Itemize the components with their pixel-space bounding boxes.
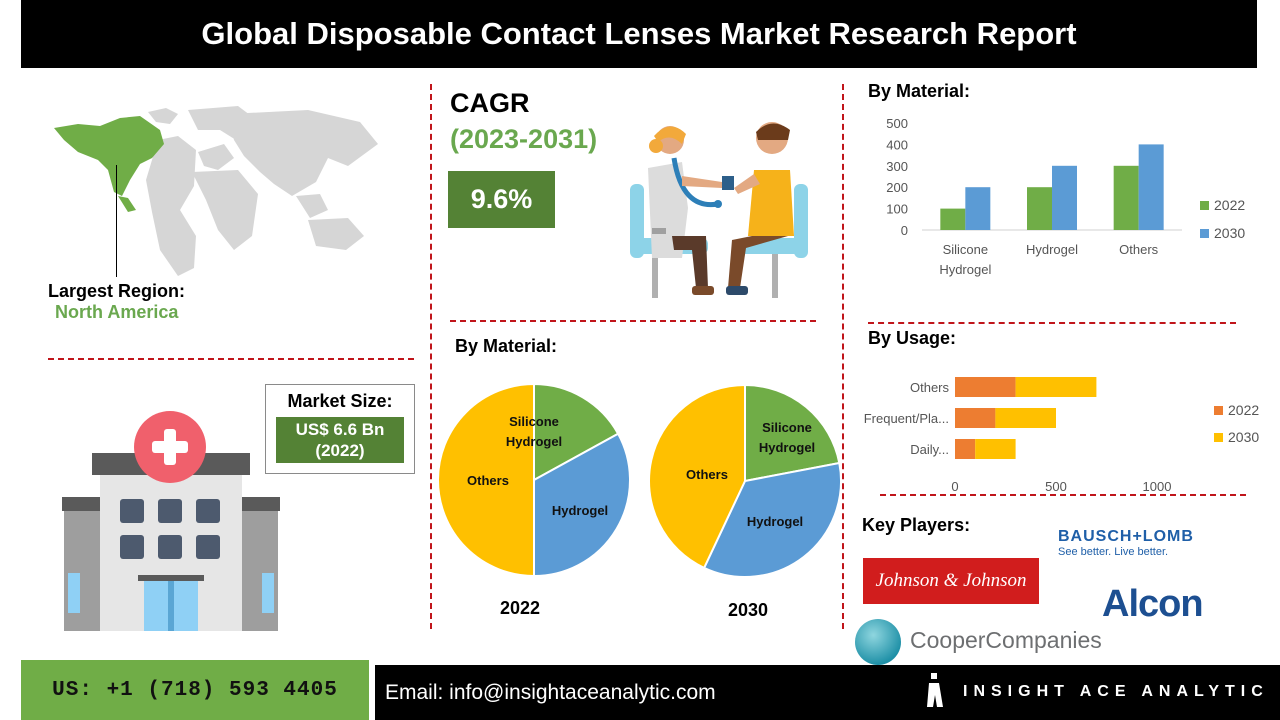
usage-legend-label: 2022 bbox=[1228, 402, 1259, 418]
usage-bar bbox=[975, 439, 1016, 459]
divider-right bbox=[842, 84, 844, 629]
usage-bar-chart: Others Frequent/Pla... Daily... 0 500 1000 202… bbox=[864, 377, 1259, 494]
footer-phone[interactable]: US: +1 (718) 593 4405 bbox=[52, 678, 338, 702]
material-ytick: 300 bbox=[886, 159, 908, 174]
title-bar: Global Disposable Contact Lenses Market … bbox=[21, 0, 1257, 68]
usage-bar bbox=[955, 439, 976, 459]
cooper-logo-text: CooperCompanies bbox=[910, 627, 1102, 653]
brand-logo-icon bbox=[927, 673, 943, 707]
largest-region-value: North America bbox=[55, 302, 179, 322]
jnj-logo-text: Johnson & Johnson bbox=[875, 570, 1027, 591]
pie-2030-label-silicone-1: Silicone bbox=[762, 420, 812, 435]
usage-chart-heading: By Usage: bbox=[868, 328, 957, 348]
cagr-period: (2023-2031) bbox=[450, 124, 598, 154]
divider-left bbox=[430, 84, 432, 629]
usage-bar bbox=[1015, 377, 1097, 397]
largest-region-label: Largest Region: bbox=[48, 281, 186, 301]
divider-cagr bbox=[450, 320, 816, 322]
material-bar bbox=[1052, 165, 1077, 230]
material-legend-label: 2030 bbox=[1214, 225, 1245, 241]
usage-category-label: Daily... bbox=[910, 442, 949, 457]
material-ytick: 100 bbox=[886, 202, 908, 217]
region-pointer-line bbox=[116, 165, 117, 277]
material-ytick: 400 bbox=[886, 137, 908, 152]
footer-brand: INSIGHT ACE ANALYTIC bbox=[963, 683, 1269, 700]
pie-2022-label-hydrogel: Hydrogel bbox=[552, 503, 608, 518]
material-bar bbox=[1027, 187, 1052, 230]
material-category-label: Hydrogel bbox=[1026, 242, 1078, 257]
pie-2030-label-silicone-2: Hydrogel bbox=[759, 440, 815, 455]
material-category-label: Others bbox=[1119, 242, 1159, 257]
usage-legend-label: 2030 bbox=[1228, 429, 1259, 445]
pie-2022-year: 2022 bbox=[500, 598, 541, 618]
material-legend-swatch bbox=[1200, 201, 1209, 210]
material-category-label: Hydrogel bbox=[939, 262, 991, 277]
divider-usage bbox=[880, 494, 1246, 496]
pie-2022-label-others: Others bbox=[467, 473, 509, 488]
usage-bar bbox=[995, 408, 1056, 428]
pie-slice bbox=[648, 383, 746, 570]
cagr-label: CAGR bbox=[450, 88, 530, 118]
pie-slice bbox=[437, 382, 535, 578]
material-ytick: 200 bbox=[886, 180, 908, 195]
market-size-box: Market Size: US$ 6.6 Bn (2022) bbox=[265, 384, 415, 474]
material-bar bbox=[965, 187, 991, 230]
key-players-heading: Key Players: bbox=[862, 515, 971, 535]
pie-slice bbox=[744, 383, 841, 483]
material-category-label: Silicone bbox=[943, 242, 989, 257]
pie-slice bbox=[533, 382, 620, 482]
usage-category-label: Others bbox=[910, 380, 950, 395]
footer-phone-box: US: +1 (718) 593 4405 bbox=[21, 660, 369, 720]
cooper-globe-icon bbox=[855, 619, 901, 665]
usage-category-label: Frequent/Pla... bbox=[864, 411, 949, 426]
usage-legend-swatch bbox=[1214, 406, 1223, 415]
material-ytick: 500 bbox=[886, 116, 908, 131]
hospital-icon bbox=[62, 411, 280, 631]
cagr-value-box: 9.6% bbox=[448, 171, 555, 228]
market-size-label: Market Size: bbox=[287, 391, 393, 411]
footer-bar: Email: info@insightaceanalytic.com INSIG… bbox=[375, 665, 1280, 720]
alcon-logo: Alcon bbox=[1102, 583, 1204, 625]
jnj-logo: Johnson & Johnson bbox=[863, 558, 1039, 604]
material-bar bbox=[1138, 144, 1164, 230]
page-title: Global Disposable Contact Lenses Market … bbox=[201, 16, 1077, 51]
pie-2030-label-others: Others bbox=[686, 467, 728, 482]
material-legend-label: 2022 bbox=[1214, 197, 1245, 213]
usage-xtick: 1000 bbox=[1143, 479, 1172, 494]
pie-2030-year: 2030 bbox=[728, 600, 769, 620]
material-bar bbox=[940, 208, 966, 230]
usage-bar bbox=[955, 408, 996, 428]
world-map bbox=[54, 106, 378, 276]
market-size-year: (2022) bbox=[315, 441, 365, 460]
bausch-lomb-logo: BAUSCH+LOMB See better. Live better. bbox=[1058, 528, 1194, 558]
cooper-logo: CooperCompanies bbox=[850, 616, 1102, 666]
material-legend-swatch bbox=[1200, 229, 1209, 238]
pie-slice bbox=[533, 432, 631, 578]
pie-2022-label-silicone-2: Hydrogel bbox=[506, 434, 562, 449]
bausch-lomb-tagline: See better. Live better. bbox=[1058, 546, 1169, 558]
divider-material bbox=[868, 322, 1236, 324]
pie-heading: By Material: bbox=[455, 336, 558, 356]
market-size-value: US$ 6.6 Bn bbox=[295, 420, 385, 439]
cagr-value: 9.6% bbox=[470, 184, 533, 214]
usage-xtick: 500 bbox=[1045, 479, 1067, 494]
material-bar bbox=[1113, 165, 1139, 230]
pie-2022-label-silicone-1: Silicone bbox=[509, 414, 559, 429]
bausch-lomb-text: BAUSCH+LOMB bbox=[1058, 528, 1194, 545]
market-size-value-box: US$ 6.6 Bn (2022) bbox=[276, 417, 404, 463]
pie-chart-2022: Silicone Hydrogel Hydrogel Others bbox=[437, 382, 631, 578]
usage-legend-swatch bbox=[1214, 433, 1223, 442]
material-chart-heading: By Material: bbox=[868, 81, 971, 101]
pie-2030-label-hydrogel: Hydrogel bbox=[747, 514, 803, 529]
footer-email[interactable]: Email: info@insightaceanalytic.com bbox=[385, 681, 716, 704]
pie-slice bbox=[702, 461, 842, 578]
doctor-patient-illustration bbox=[630, 122, 808, 298]
pie-chart-2030: Silicone Hydrogel Hydrogel Others bbox=[648, 383, 842, 578]
material-ytick: 0 bbox=[901, 223, 908, 238]
divider-region bbox=[48, 358, 414, 360]
material-bar-chart: 0 100 200 300 400 500 Silicone Hydrogel Hydrogel… bbox=[886, 116, 1245, 277]
usage-xtick: 0 bbox=[951, 479, 958, 494]
usage-bar bbox=[955, 377, 1016, 397]
